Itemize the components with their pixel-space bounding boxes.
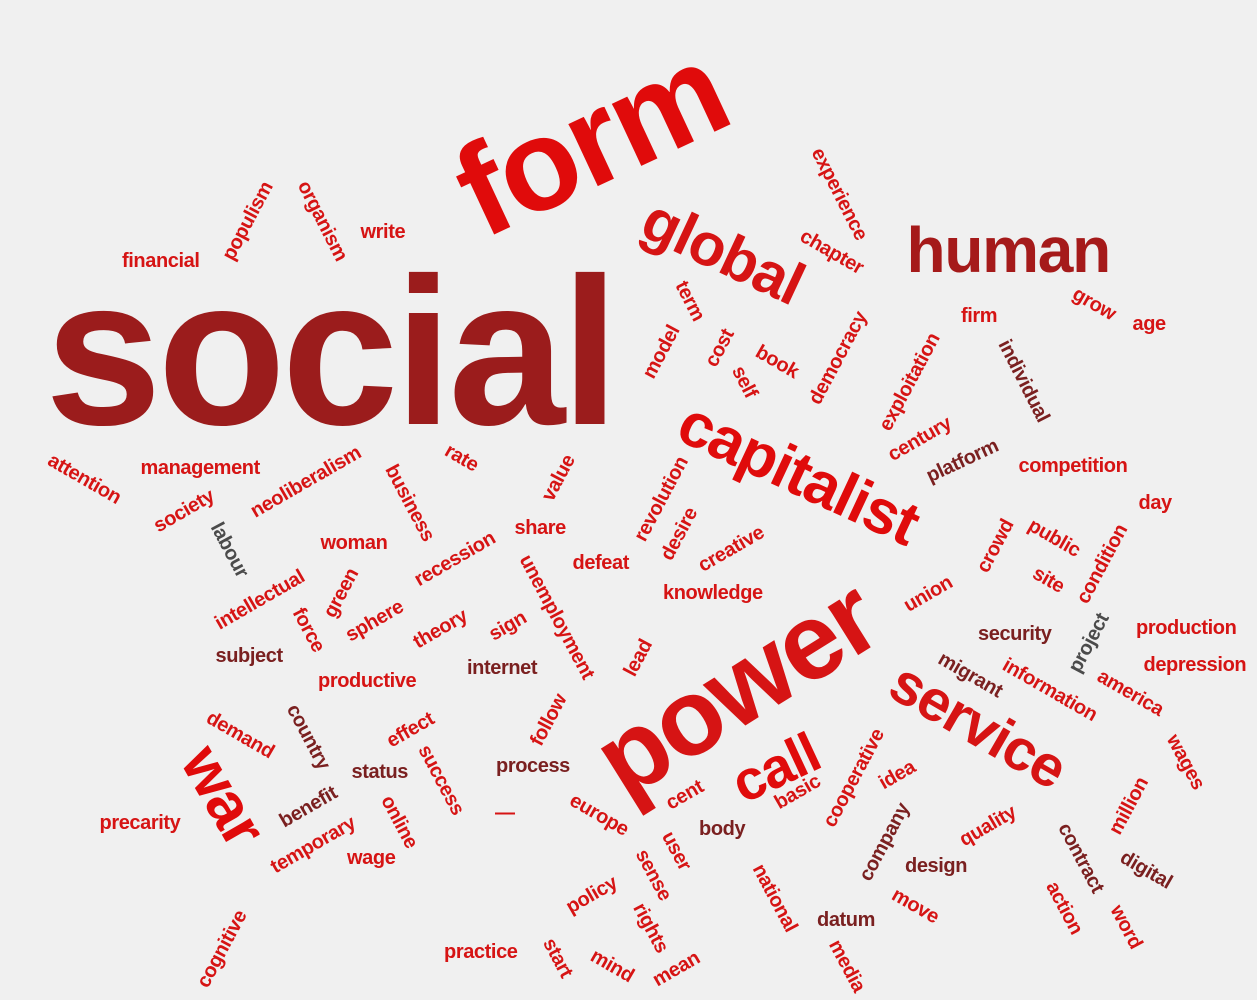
word-user: user (656, 827, 696, 875)
word-book: book (751, 340, 803, 384)
word-depression: depression (1143, 654, 1247, 676)
word-competition: competition (1018, 455, 1128, 477)
word-status: status (351, 761, 409, 783)
word-union: union (900, 571, 957, 617)
word-self: self (726, 362, 762, 402)
word-knowledge: knowledge (663, 582, 763, 604)
word-move: move (887, 883, 943, 929)
word-human: human (906, 214, 1112, 286)
word-individual: individual (993, 336, 1054, 426)
word-firm: firm (961, 305, 998, 327)
word-word: word (1105, 901, 1147, 953)
word-precarity: precarity (99, 812, 181, 834)
word-experience: experience (806, 144, 872, 244)
word-age: age (1132, 313, 1167, 335)
word-labour: labour (205, 518, 253, 582)
word-model: model (637, 321, 685, 383)
word-democracy: democracy (804, 307, 872, 409)
word-share: share (514, 517, 567, 539)
word-management: management (140, 457, 261, 479)
word-cost: cost (700, 325, 739, 371)
word-day: day (1138, 492, 1173, 514)
word-production: production (1136, 617, 1237, 639)
word-success: success (413, 741, 469, 819)
word-term: term (670, 277, 710, 325)
word-policy: policy (561, 871, 621, 919)
word-woman: woman (320, 532, 388, 554)
word-wage: wage (347, 847, 396, 869)
word-creative: creative (694, 521, 769, 577)
word-internet: internet (467, 657, 538, 679)
word-social: social (45, 234, 619, 469)
word-site: site (1028, 562, 1068, 598)
word-body: body (699, 818, 746, 840)
word-million: million (1104, 773, 1154, 839)
word-dash: — (495, 802, 515, 824)
word-follow: follow (525, 690, 571, 750)
word-rights: rights (627, 899, 673, 957)
word-sign: sign (485, 606, 531, 646)
word-condition: condition (1072, 520, 1133, 608)
word-subject: subject (215, 645, 284, 667)
word-action: action (1040, 877, 1087, 939)
word-productive: productive (318, 670, 417, 692)
word-online: online (375, 791, 422, 853)
word-datum: datum (817, 909, 876, 931)
word-practice: practice (444, 941, 518, 963)
word-sphere: sphere (341, 595, 407, 647)
word-theory: theory (408, 604, 471, 654)
word-write: write (360, 221, 406, 243)
word-grow: grow (1068, 282, 1120, 326)
word-national: national (747, 860, 802, 936)
word-business: business (380, 460, 440, 546)
word-defeat: defeat (572, 552, 630, 574)
word-idea: idea (875, 755, 920, 795)
word-process: process (496, 755, 570, 777)
word-security: security (978, 623, 1052, 645)
word-platform: platform (922, 434, 1002, 488)
word-design: design (905, 855, 968, 877)
word-media: media (824, 936, 870, 996)
word-quality: quality (955, 801, 1021, 851)
word-start: start (537, 934, 577, 982)
word-wages: wages (1161, 730, 1209, 794)
word-global: global (631, 185, 814, 318)
word-public: public (1023, 514, 1084, 562)
word-mind: mind (586, 944, 638, 988)
word-cognitive: cognitive (192, 906, 252, 992)
word-digital: digital (1116, 846, 1176, 894)
word-country: country (281, 700, 335, 774)
word-financial: financial (122, 250, 200, 272)
word-crowd: crowd (971, 515, 1019, 577)
word-green: green (319, 564, 364, 622)
